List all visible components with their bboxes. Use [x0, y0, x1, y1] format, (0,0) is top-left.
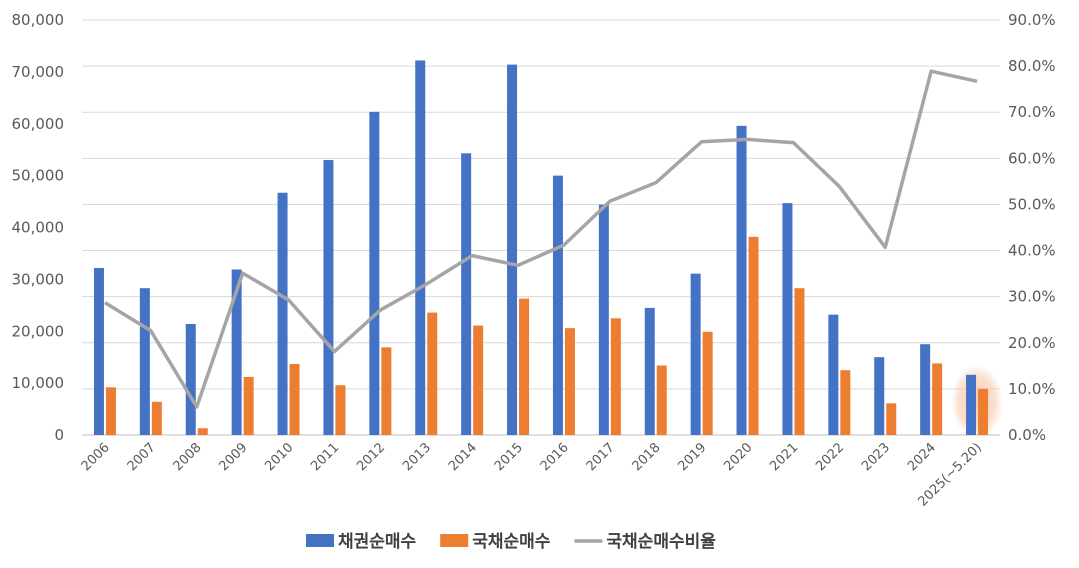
right-tick-label: 0.0% — [1008, 426, 1046, 444]
bar-국채순매수-2023 — [886, 403, 897, 435]
left-tick-label: 60,000 — [12, 115, 65, 133]
bars — [93, 60, 989, 436]
x-tick-label: 2020 — [721, 440, 755, 474]
bar-채권순매수-2022 — [828, 314, 839, 435]
left-tick-label: 70,000 — [12, 63, 65, 81]
gridlines — [82, 19, 1000, 436]
x-tick-label: 2011 — [308, 440, 342, 474]
bar-채권순매수-2015 — [507, 64, 518, 436]
bar-국채순매수-2013 — [427, 312, 438, 435]
bar-채권순매수-2006 — [93, 267, 104, 435]
legend-label: 국채순매수비율 — [606, 532, 716, 552]
bar-채권순매수-2021 — [782, 203, 793, 435]
x-tick-label: 2010 — [262, 440, 296, 474]
right-tick-label: 10.0% — [1008, 380, 1056, 398]
bar-국채순매수-2017 — [610, 318, 621, 435]
bar-채권순매수-2013 — [415, 60, 426, 436]
legend-swatch-국채순매수 — [440, 534, 469, 547]
bar-국채순매수-2012 — [381, 347, 392, 435]
right-axis: 0.0% 10.0% 20.0% 30.0% 40.0% 50.0% 60.0% 70.0% 8… — [1008, 11, 1056, 444]
bar-채권순매수-2025(~5.20) — [966, 374, 977, 435]
left-tick-label: 30,000 — [12, 270, 65, 288]
bar-국채순매수-2009 — [243, 376, 254, 435]
left-tick-label: 10,000 — [12, 374, 65, 392]
x-tick-label: 2009 — [216, 440, 250, 474]
bar-국채순매수-2016 — [564, 328, 575, 435]
bar-채권순매수-2024 — [920, 344, 931, 435]
bar-국채순매수-2008 — [197, 428, 208, 435]
bar-국채순매수-2018 — [656, 365, 667, 435]
right-tick-label: 60.0% — [1008, 149, 1056, 167]
bar-국채순매수-2011 — [335, 385, 346, 435]
right-tick-label: 70.0% — [1008, 103, 1056, 121]
bar-국채순매수-2022 — [840, 370, 851, 435]
x-tick-label: 2006 — [79, 440, 113, 474]
legend-label: 국채순매수 — [472, 532, 551, 552]
right-tick-label: 90.0% — [1008, 11, 1056, 29]
left-tick-label: 50,000 — [12, 167, 65, 185]
legend: 채권순매수 국채순매수 국채순매수비율 — [306, 532, 716, 552]
right-tick-label: 30.0% — [1008, 288, 1056, 306]
bar-국채순매수-2007 — [151, 401, 162, 435]
legend-swatch-채권순매수 — [306, 534, 334, 547]
x-tick-label: 2019 — [675, 440, 709, 474]
bar-채권순매수-2012 — [369, 111, 380, 435]
legend-label: 채권순매수 — [338, 532, 417, 552]
bar-국채순매수-2014 — [473, 325, 484, 435]
bar-채권순매수-2007 — [139, 288, 150, 435]
x-axis: 2006 2007 2008 2009 2010 2011 2012 2013 2014 2015… — [79, 440, 985, 509]
x-tick-label: 2012 — [354, 440, 388, 474]
bar-채권순매수-2009 — [231, 269, 242, 435]
bar-채권순매수-2020 — [736, 125, 747, 435]
bar-채권순매수-2023 — [874, 357, 885, 435]
bar-국채순매수-2019 — [702, 331, 713, 435]
bar-국채순매수-2024 — [932, 363, 943, 435]
highlight-layer — [951, 364, 1004, 439]
bar-국채순매수-2010 — [289, 363, 300, 435]
right-tick-label: 50.0% — [1008, 195, 1056, 213]
x-tick-label: 2022 — [813, 440, 847, 474]
bar-채권순매수-2019 — [690, 273, 701, 435]
x-tick-label: 2007 — [125, 440, 159, 474]
bar-채권순매수-2016 — [552, 175, 563, 435]
highlight-glow — [951, 364, 1004, 439]
x-tick-label: 2016 — [538, 440, 572, 474]
x-tick-label: 2014 — [446, 440, 480, 474]
bar-채권순매수-2010 — [277, 192, 288, 435]
bar-채권순매수-2017 — [598, 204, 609, 435]
x-tick-label: 2024 — [905, 440, 939, 474]
x-tick-label: 2008 — [171, 440, 205, 474]
x-tick-label: 2017 — [584, 440, 618, 474]
bar-채권순매수-2011 — [323, 160, 334, 435]
x-tick-label: 2021 — [767, 440, 801, 474]
left-tick-label: 0 — [54, 426, 64, 444]
ratio-line — [104, 69, 978, 409]
bar-국채순매수-2020 — [748, 236, 759, 435]
x-tick-label: 2018 — [630, 440, 664, 474]
bar-국채순매수-2006 — [105, 387, 116, 435]
left-tick-label: 80,000 — [12, 11, 65, 29]
bar-채권순매수-2014 — [461, 153, 472, 435]
left-tick-label: 40,000 — [12, 219, 65, 237]
right-tick-label: 40.0% — [1008, 242, 1056, 260]
bar-채권순매수-2008 — [185, 323, 196, 435]
left-axis: 0 10,000 20,000 30,000 40,000 50,000 60,000 70,… — [12, 11, 65, 444]
bar-국채순매수-2025(~5.20) — [978, 388, 989, 435]
left-tick-label: 20,000 — [12, 322, 65, 340]
x-tick-label: 2023 — [859, 440, 893, 474]
right-tick-label: 20.0% — [1008, 334, 1056, 352]
bar-국채순매수-2015 — [519, 298, 530, 435]
x-tick-label: 2015 — [492, 440, 526, 474]
right-tick-label: 80.0% — [1008, 57, 1056, 75]
x-tick-label: 2013 — [400, 440, 434, 474]
line-국채순매수비율 — [104, 69, 978, 409]
bar-채권순매수-2018 — [644, 307, 655, 435]
bar-국채순매수-2021 — [794, 288, 805, 435]
